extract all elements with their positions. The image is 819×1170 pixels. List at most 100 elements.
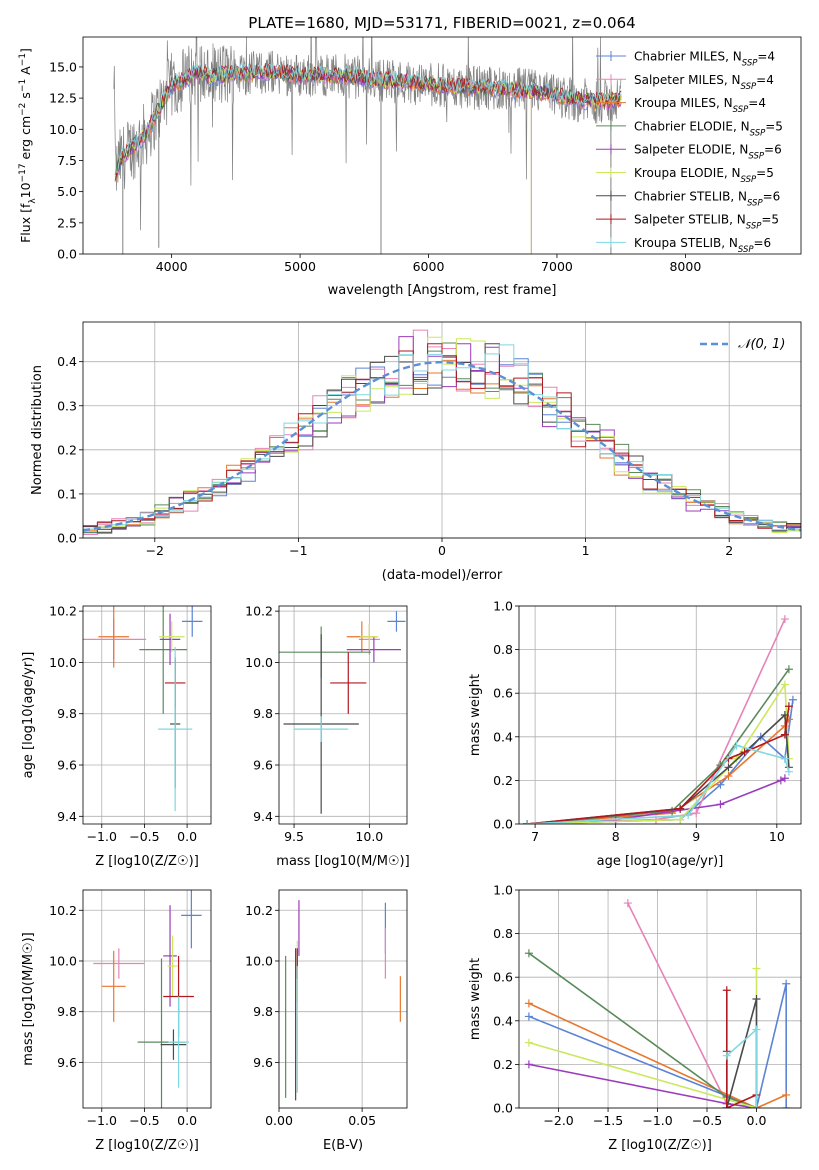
age-vs-mass-panel: 9.5 10.0 9.4 9.6 9.8 10.0 10.2 mass [log10(M/M☉… [245,604,410,869]
y-tick-label: 0.1 [57,486,77,501]
mass-weight-marker [722,986,731,995]
legend-label: Salpeter ELODIE, NSSP=6 [634,143,782,162]
mass-weight-marker [788,695,797,704]
gaussian-curve [83,360,801,532]
spectrum-panel: 4000 5000 6000 7000 8000 0.0 2.5 5.0 7.5 10.0 12.5… [18,14,802,298]
mass-weight-marker [524,1012,533,1021]
axes-frame [82,36,802,255]
mass-weight-vs-Z-xlabel: Z [log10(Z/Z☉)] [608,1138,712,1153]
x-tick-label: −1.0 [642,1113,672,1128]
age-vs-mass-xlabel: mass [log10(M/M☉)] [276,854,409,869]
y-tick-label: 0.2 [493,1057,513,1072]
mass-weight-line [527,668,790,824]
mass-weight-line [726,998,758,1108]
mass-weight-line [527,706,790,824]
y-tick-label: 9.8 [57,1004,77,1019]
mass-weight-marker [752,964,761,973]
mass-weight-marker [782,979,791,988]
mass-weight-vs-age-plot-area [523,615,797,824]
y-tick-label: 15.0 [49,59,77,74]
y-tick-label: 0.4 [493,729,513,744]
mass-weight-marker [784,767,793,776]
axes-frame [82,889,212,1109]
y-tick-label: 0.8 [493,926,513,941]
mass-weight-marker [524,999,533,1008]
x-tick-label: 8000 [669,259,701,274]
mass-weight-marker [722,1051,731,1060]
x-tick-label: −2.0 [543,1113,573,1128]
mass-vs-Z-xlabel: Z [log10(Z/Z☉)] [95,1138,199,1153]
residual-ylabel: Normed distribution [30,365,45,495]
x-tick-label: −1 [289,543,307,558]
legend-label: Chabrier MILES, NSSP=4 [634,50,775,69]
y-tick-label: 10.2 [49,604,77,619]
mass-weight-vs-Z-plot-area [524,899,791,1108]
y-tick-label: 10.0 [49,953,77,968]
y-tick-label: 0.0 [493,817,513,832]
y-tick-label: 10.2 [245,604,273,619]
mass-weight-line [528,983,787,1108]
x-tick-label: −1.5 [593,1113,623,1128]
spectrum-xlabel: wavelength [Angstrom, rest frame] [328,283,557,298]
mass-weight-marker [722,1104,731,1108]
y-tick-label: 5.0 [57,184,77,199]
mass-weight-line [527,713,790,824]
axes-frame [82,321,802,539]
y-tick-label: 12.5 [49,91,77,106]
mass-weight-vs-age-ylabel: mass weight [468,674,483,756]
y-tick-label: 9.6 [57,1055,77,1070]
mass-vs-EBV-xlabel: E(B-V) [323,1138,363,1153]
residual-xlabel: (data-model)/error [382,568,503,583]
y-tick-label: 1.0 [493,599,513,614]
mass-weight-marker [752,1104,761,1108]
mass-weight-marker [623,899,632,908]
x-tick-label: 0.00 [265,1113,293,1128]
y-tick-label: 10.2 [245,903,273,918]
age-vs-mass-plot-area [279,611,406,814]
mass-weight-marker [784,702,793,711]
y-tick-label: 0.8 [493,642,513,657]
x-tick-label: 9.5 [284,829,304,844]
y-tick-label: 10.0 [245,953,273,968]
mass-weight-vs-Z-panel: −2.0 −1.5 −1.0 −0.5 0.0 0.0 0.2 0.4 0.6 0.8 1.0 Z [… [468,883,802,1153]
mass-vs-EBV-plot-area [285,900,401,1101]
y-tick-label: 0.3 [57,398,77,413]
y-tick-label: 0.4 [493,1013,513,1028]
spectrum-ylabel: Flux [fλ10−17 erg cm−2 s−1 A−1] [18,48,38,243]
mass-weight-marker [692,809,701,818]
y-tick-label: 10.0 [245,655,273,670]
x-tick-label: −0.5 [129,1113,159,1128]
mass-weight-marker [524,1038,533,1047]
y-tick-label: 0.6 [493,686,513,701]
legend-label: Salpeter MILES, NSSP=4 [634,73,774,92]
mass-weight-marker [752,1025,761,1034]
y-tick-label: 9.4 [57,809,77,824]
mass-weight-marker [780,730,789,739]
y-tick-label: 10.2 [49,903,77,918]
age-vs-Z-ylabel: age [log10(age/yr)] [21,652,36,779]
mass-weight-marker [524,1060,533,1069]
x-tick-label: −2 [146,543,164,558]
mass-weight-marker [740,748,749,757]
mass-weight-marker [676,804,685,813]
y-tick-label: 9.8 [253,1004,273,1019]
mass-weight-marker [716,800,725,809]
y-tick-label: 10.0 [49,122,77,137]
mass-weight-marker [784,665,793,674]
x-tick-label: 10.0 [355,829,383,844]
x-tick-label: 9 [692,829,700,844]
mass-weight-line [527,718,790,824]
y-tick-label: 9.4 [253,809,273,824]
legend-label: Salpeter STELIB, NSSP=5 [634,213,779,232]
mass-weight-marker [780,754,789,763]
mass-weight-vs-age-panel: 7 8 9 10 0.0 0.2 0.4 0.6 0.8 1.0 age [log10(age/yr… [468,599,802,869]
mass-vs-EBV-panel: 0.00 0.05 9.6 9.8 10.0 10.2 E(B-V) [245,889,408,1153]
y-tick-label: 0.0 [57,247,77,262]
x-tick-label: 0.05 [348,1113,376,1128]
axes-frame [278,889,408,1109]
x-tick-label: 0.0 [747,1113,767,1128]
residual-panel: −2 −1 0 1 2 0.0 0.1 0.2 0.3 0.4 (data-model)/error… [30,321,802,583]
x-tick-label: −1.0 [87,829,117,844]
observed-spectrum [113,37,622,231]
